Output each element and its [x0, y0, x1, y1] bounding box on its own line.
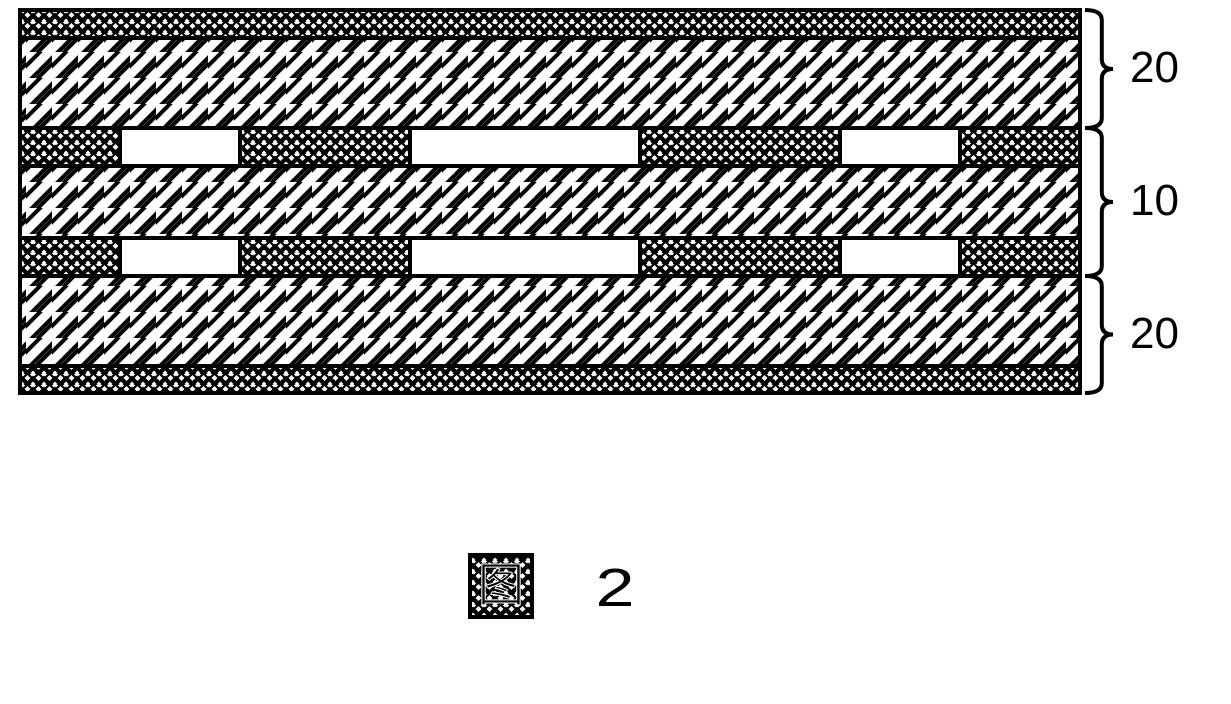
diagonal-top: [20, 38, 1080, 128]
patterned-upper-seg-0: [20, 128, 120, 166]
figure-caption: 图: [470, 555, 532, 617]
caption-number: 2: [595, 557, 634, 619]
crosshatch-bottom: [20, 366, 1080, 393]
patterned-lower-seg-3: [410, 238, 640, 276]
patterned-lower-seg-5: [840, 238, 960, 276]
bracket-10-middle: [1085, 128, 1113, 276]
patterned-upper-seg-5: [840, 128, 960, 166]
patterned-upper-seg-1: [120, 128, 240, 166]
crosshatch-top: [20, 10, 1080, 38]
patterned-upper-seg-4: [640, 128, 840, 166]
diagonal-bottom: [20, 276, 1080, 366]
patterned-upper-seg-2: [240, 128, 410, 166]
bracket-label-10-middle: 10: [1130, 176, 1179, 226]
patterned-lower-seg-4: [640, 238, 840, 276]
diagonal-core: [20, 166, 1080, 238]
dimension-brackets: [1085, 10, 1113, 393]
patterned-lower-seg-0: [20, 238, 120, 276]
figure-canvas: 图 20 10 20 2: [0, 0, 1231, 704]
bracket-20-top: [1085, 10, 1113, 128]
laminate-cross-section: [20, 10, 1080, 393]
caption-icon-glyph: 图: [478, 559, 524, 611]
patterned-upper-seg-3: [410, 128, 640, 166]
bracket-20-bottom: [1085, 276, 1113, 393]
patterned-upper-seg-6: [960, 128, 1080, 166]
bracket-label-20-bottom: 20: [1130, 309, 1179, 359]
patterned-lower-seg-1: [120, 238, 240, 276]
patterned-lower-seg-2: [240, 238, 410, 276]
bracket-label-20-top: 20: [1130, 43, 1179, 93]
patterned-lower-seg-6: [960, 238, 1080, 276]
